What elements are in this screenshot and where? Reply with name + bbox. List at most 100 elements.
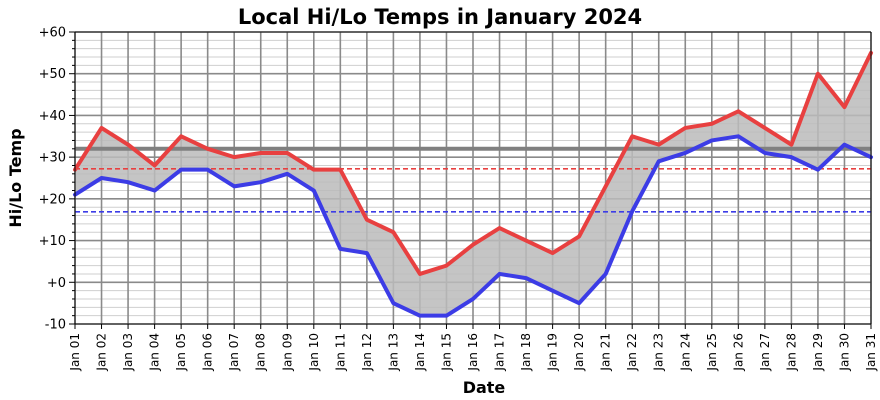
low-temp-point bbox=[285, 172, 289, 176]
x-tick-label: Jan 13 bbox=[386, 333, 400, 372]
x-tick-label: Jan 08 bbox=[254, 333, 268, 372]
x-tick-label: Jan 30 bbox=[837, 333, 851, 372]
high-temp-point bbox=[471, 243, 475, 247]
y-axis-label: Hi/Lo Temp bbox=[6, 128, 25, 227]
high-temp-point bbox=[604, 184, 608, 188]
low-temp-point bbox=[338, 247, 342, 251]
x-tick-label: Jan 04 bbox=[148, 333, 162, 372]
high-temp-point bbox=[206, 147, 210, 151]
x-tick-label: Jan 29 bbox=[811, 333, 825, 372]
x-tick-label: Jan 28 bbox=[784, 333, 798, 372]
y-tick-label: +20 bbox=[39, 192, 66, 207]
y-tick-label: +10 bbox=[39, 234, 66, 249]
low-temp-point bbox=[444, 314, 448, 318]
high-temp-point bbox=[630, 134, 634, 138]
y-tick-label: -10 bbox=[45, 318, 66, 333]
x-tick-label: Jan 27 bbox=[758, 333, 772, 372]
low-temp-point bbox=[365, 251, 369, 255]
low-temp-point bbox=[816, 168, 820, 172]
high-temp-point bbox=[338, 168, 342, 172]
y-tick-label: +60 bbox=[39, 26, 66, 41]
high-temp-point bbox=[789, 143, 793, 147]
low-temp-point bbox=[259, 180, 263, 184]
low-temp-point bbox=[179, 168, 183, 172]
high-temp-point bbox=[683, 126, 687, 130]
tick-labels-layer: -10 +0 +10 +20 +30 +40 +50 +60 Jan 01 Jan 02 Jan 0… bbox=[39, 26, 878, 372]
high-temp-point bbox=[365, 218, 369, 222]
high-temp-point bbox=[551, 251, 555, 255]
high-temp-point bbox=[736, 109, 740, 113]
low-temp-point bbox=[418, 314, 422, 318]
high-temp-point bbox=[259, 151, 263, 155]
low-temp-point bbox=[763, 151, 767, 155]
x-tick-label: Jan 02 bbox=[95, 333, 109, 372]
low-temp-point bbox=[630, 209, 634, 213]
low-temp-point bbox=[100, 176, 104, 180]
x-tick-label: Jan 22 bbox=[625, 333, 639, 372]
high-temp-point bbox=[232, 155, 236, 159]
x-tick-label: Jan 25 bbox=[705, 333, 719, 372]
axis-layer bbox=[69, 31, 872, 329]
x-tick-label: Jan 14 bbox=[413, 333, 427, 372]
low-temp-point bbox=[153, 189, 157, 193]
low-temp-point bbox=[551, 289, 555, 293]
series-layer bbox=[73, 50, 873, 318]
low-temp-point bbox=[683, 151, 687, 155]
low-temp-point bbox=[789, 155, 793, 159]
high-temp-point bbox=[498, 226, 502, 230]
x-tick-label: Jan 16 bbox=[466, 333, 480, 372]
x-tick-label: Jan 10 bbox=[307, 333, 321, 372]
x-tick-label: Jan 24 bbox=[678, 333, 692, 372]
low-temp-point bbox=[524, 276, 528, 280]
y-tick-label: +50 bbox=[39, 67, 66, 82]
low-temp-point bbox=[710, 138, 714, 142]
high-temp-point bbox=[179, 134, 183, 138]
x-tick-label: Jan 23 bbox=[652, 333, 666, 372]
low-temp-point bbox=[471, 297, 475, 301]
high-temp-point bbox=[418, 272, 422, 276]
x-tick-label: Jan 11 bbox=[333, 333, 347, 372]
x-tick-label: Jan 07 bbox=[227, 333, 241, 372]
low-temp-point bbox=[126, 180, 130, 184]
low-temp-point bbox=[232, 184, 236, 188]
y-tick-label: +0 bbox=[47, 276, 66, 291]
x-tick-label: Jan 19 bbox=[546, 333, 560, 372]
low-temp-point bbox=[842, 143, 846, 147]
x-tick-label: Jan 17 bbox=[493, 333, 507, 372]
low-temp-point bbox=[657, 159, 661, 163]
x-tick-label: Jan 12 bbox=[360, 333, 374, 372]
low-temp-point bbox=[312, 189, 316, 193]
high-temp-point bbox=[312, 168, 316, 172]
x-tick-label: Jan 03 bbox=[121, 333, 135, 372]
low-temp-point bbox=[206, 168, 210, 172]
y-tick-label: +40 bbox=[39, 109, 66, 124]
high-temp-point bbox=[763, 126, 767, 130]
x-tick-label: Jan 31 bbox=[864, 333, 878, 372]
high-temp-point bbox=[657, 143, 661, 147]
x-axis-label: Date bbox=[463, 378, 506, 397]
x-tick-label: Jan 09 bbox=[280, 333, 294, 372]
low-temp-point bbox=[391, 301, 395, 305]
high-temp-point bbox=[842, 105, 846, 109]
x-tick-label: Jan 01 bbox=[68, 333, 82, 372]
high-temp-point bbox=[444, 264, 448, 268]
high-temp-point bbox=[524, 239, 528, 243]
high-temp-point bbox=[391, 230, 395, 234]
high-temp-point bbox=[126, 143, 130, 147]
y-tick-label: +30 bbox=[39, 151, 66, 166]
x-tick-label: Jan 18 bbox=[519, 333, 533, 372]
x-tick-label: Jan 15 bbox=[439, 333, 453, 372]
high-temp-point bbox=[153, 163, 157, 167]
x-tick-label: Jan 20 bbox=[572, 333, 586, 372]
x-tick-label: Jan 06 bbox=[201, 333, 215, 372]
high-temp-point bbox=[100, 126, 104, 130]
high-temp-point bbox=[816, 72, 820, 76]
low-temp-point bbox=[577, 301, 581, 305]
high-temp-point bbox=[285, 151, 289, 155]
x-tick-label: Jan 26 bbox=[731, 333, 745, 372]
low-temp-point bbox=[604, 272, 608, 276]
high-temp-point bbox=[577, 234, 581, 238]
